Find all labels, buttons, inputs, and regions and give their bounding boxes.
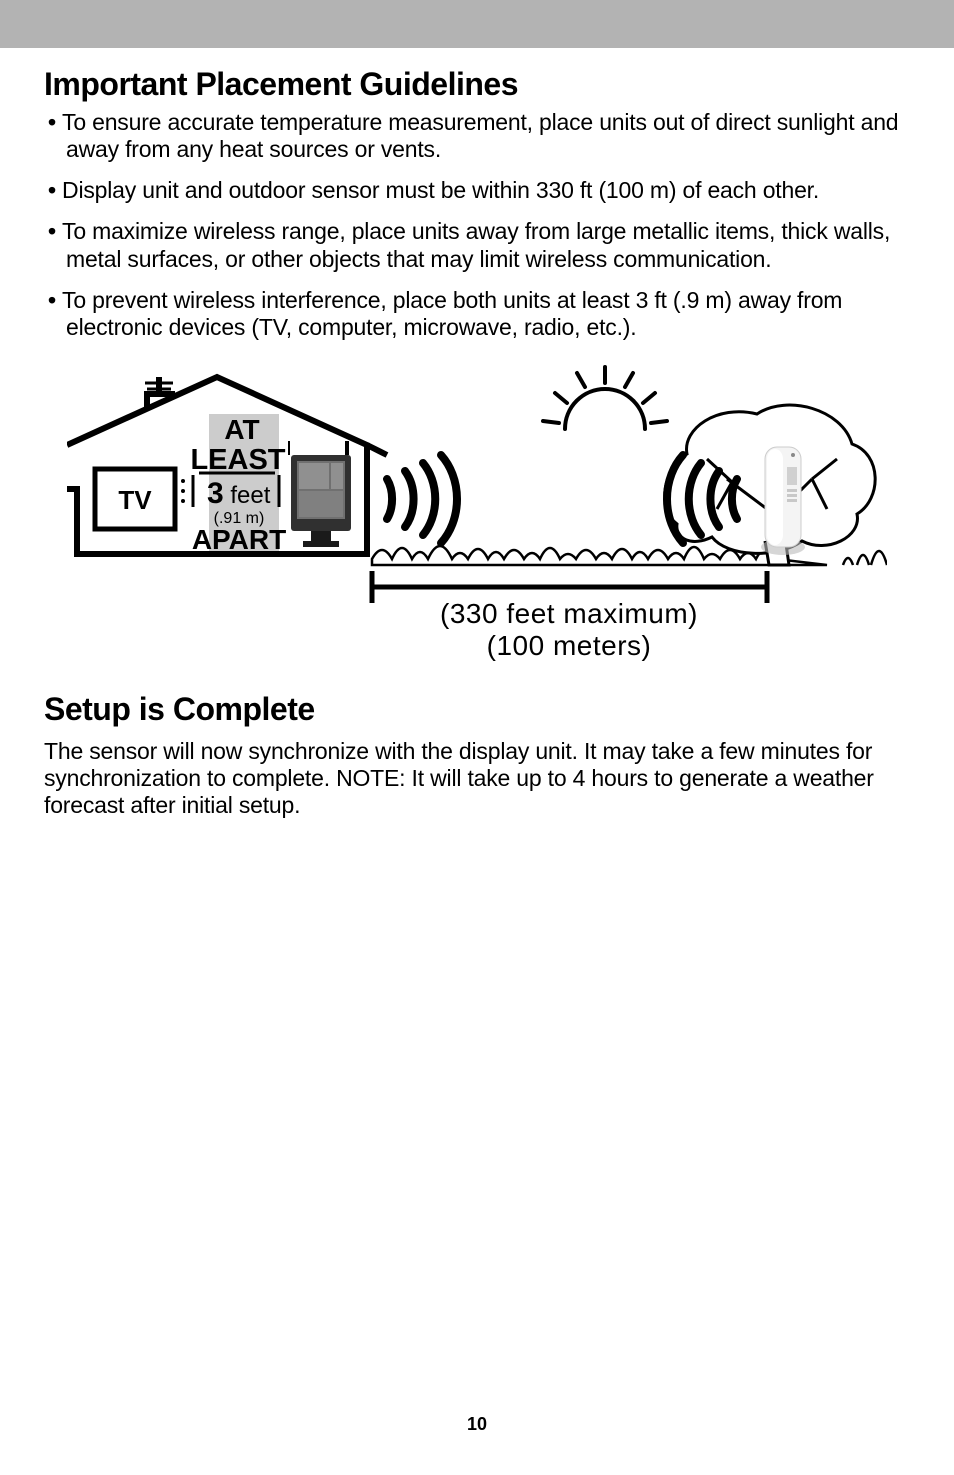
svg-text:LEAST: LEAST	[190, 444, 285, 476]
placement-diagram: TV AT LEAST 3 feet (.91 m) APART	[44, 359, 910, 669]
display-unit-icon	[289, 441, 351, 547]
tv-label: TV	[118, 485, 152, 515]
sensor-icon	[761, 447, 805, 555]
list-item: To prevent wireless interference, place …	[44, 287, 910, 341]
svg-text:AT: AT	[224, 414, 259, 445]
grass-tuft-icon	[843, 551, 887, 565]
page-number: 10	[0, 1414, 954, 1435]
diagram-svg: TV AT LEAST 3 feet (.91 m) APART	[67, 359, 887, 669]
page-content: Important Placement Guidelines To ensure…	[0, 48, 954, 819]
list-item: To ensure accurate temperature measureme…	[44, 109, 910, 163]
range-meters-label: (100 meters)	[487, 630, 652, 661]
guidelines-list: To ensure accurate temperature measureme…	[44, 109, 910, 341]
signal-right-icon	[387, 455, 457, 543]
setup-complete-body: The sensor will now synchronize with the…	[44, 738, 910, 819]
heading-guidelines: Important Placement Guidelines	[44, 66, 910, 103]
tv-icon: TV	[95, 469, 185, 529]
list-item: Display unit and outdoor sensor must be …	[44, 177, 910, 204]
list-item: To maximize wireless range, place units …	[44, 218, 910, 272]
range-feet-label: (330 feet maximum)	[440, 598, 698, 629]
svg-text:APART: APART	[192, 524, 286, 555]
heading-setup-complete: Setup is Complete	[44, 691, 910, 728]
header-bar	[0, 0, 954, 48]
sun-icon	[543, 367, 667, 429]
svg-text:3 feet: 3 feet	[207, 477, 271, 510]
